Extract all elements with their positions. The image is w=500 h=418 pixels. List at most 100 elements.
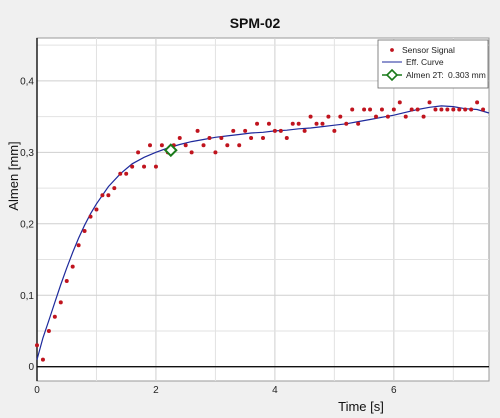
sensor-signal-point — [356, 121, 361, 126]
sensor-signal-point — [183, 143, 188, 148]
y-tick-label: 0,2 — [20, 219, 34, 230]
y-tick-label: 0,3 — [20, 148, 34, 159]
sensor-signal-point — [403, 114, 408, 119]
sensor-signal-point — [308, 114, 313, 119]
sensor-signal-point — [320, 121, 325, 126]
sensor-signal-point — [261, 136, 265, 141]
sensor-signal-point — [159, 143, 164, 148]
sensor-signal-point — [272, 128, 277, 133]
sensor-signal-point — [64, 278, 69, 283]
sensor-signal-point — [397, 100, 402, 105]
sensor-signal-point — [112, 186, 117, 191]
y-tick-label: 0,4 — [20, 76, 34, 87]
sensor-signal-point — [368, 107, 373, 112]
almen-2t-marker — [163, 143, 178, 158]
sensor-signal-point — [76, 243, 81, 248]
sensor-signal-point — [249, 136, 254, 141]
sensor-signal-point — [314, 121, 319, 126]
legend-label-almen: Almen 2T: — [406, 70, 444, 80]
sensor-signal-point — [296, 121, 301, 126]
sensor-signal-point — [374, 114, 378, 119]
legend-swatch-almen-marker — [385, 68, 399, 82]
legend-swatch-sensor-signal — [390, 48, 394, 52]
sensor-signal-point — [213, 150, 218, 155]
y-tick-label: 0,1 — [20, 291, 34, 302]
sensor-signal-point — [362, 107, 367, 112]
tick-labels: 0 2 4 6 0 0,1 0,2 0,3 0,4 — [20, 76, 397, 396]
sensor-signal-point — [385, 114, 390, 119]
sensor-signal-point — [225, 143, 230, 148]
chart-title: SPM-02 — [230, 15, 281, 31]
sensor-signal-point — [124, 171, 129, 176]
sensor-signal-point — [379, 107, 384, 112]
legend-box — [377, 39, 489, 89]
sensor-signal-point — [237, 143, 242, 148]
sensor-signal-point — [326, 114, 331, 119]
legend-label-eff-curve: Eff. Curve — [406, 57, 444, 67]
sensor-signal-point — [106, 193, 111, 198]
x-axis-label: Time [s] — [338, 399, 384, 414]
sensor-signal-point — [421, 114, 426, 119]
plot-area — [36, 37, 490, 382]
sensor-signal-point — [278, 128, 283, 133]
legend: Sensor Signal Eff. Curve Almen 2T: 0.303… — [377, 39, 489, 89]
sensor-signal-point — [344, 121, 349, 126]
x-tick-label: 6 — [391, 385, 397, 396]
sensor-signal-point — [284, 136, 289, 141]
sensor-signal-point — [451, 107, 456, 112]
eff-curve-line — [36, 105, 490, 360]
sensor-signal-point — [266, 121, 271, 126]
sensor-signal-point — [130, 164, 135, 169]
sensor-signal-point — [415, 107, 420, 112]
sensor-signal-point — [52, 314, 57, 319]
sensor-signal-point — [118, 171, 123, 176]
series-layer — [35, 100, 490, 362]
sensor-signal-point — [153, 164, 158, 169]
sensor-signal-point — [290, 121, 295, 126]
sensor-signal-point — [481, 107, 486, 112]
sensor-signal-point — [195, 128, 200, 133]
sensor-signal-point — [427, 100, 432, 105]
sensor-signal-point — [457, 107, 462, 112]
sensor-signal-point — [391, 107, 396, 112]
sensor-signal-point — [445, 107, 450, 112]
sensor-signal-point — [58, 300, 63, 305]
sensor-signal-point — [46, 328, 51, 333]
sensor-signal-point — [136, 150, 141, 155]
sensor-signal-point — [148, 143, 152, 148]
x-tick-label: 2 — [153, 385, 159, 396]
sensor-signal-point — [88, 214, 93, 219]
legend-value-almen: 0.303 mm — [448, 70, 486, 80]
sensor-signal-point — [338, 114, 343, 119]
sensor-signal-point — [231, 128, 236, 133]
sensor-signal-point — [82, 228, 87, 233]
sensor-signal-point — [70, 264, 75, 269]
sensor-signal-point — [409, 107, 414, 112]
sensor-signal-point — [350, 107, 355, 112]
sensor-signal-point — [94, 207, 99, 212]
axes — [36, 38, 489, 381]
legend-label-sensor-signal: Sensor Signal — [402, 45, 455, 55]
sensor-signal-point — [332, 128, 337, 133]
sensor-signal-point — [35, 343, 39, 348]
y-tick-label: 0 — [28, 362, 34, 373]
sensor-signal-point — [189, 150, 194, 155]
sensor-signal-point — [142, 164, 147, 169]
sensor-signal-point — [243, 128, 248, 133]
sensor-signal-point — [177, 136, 182, 141]
sensor-signal-point — [302, 128, 307, 133]
y-axis-label: Almen [mm] — [6, 141, 21, 210]
sensor-signal-point — [201, 143, 206, 148]
x-tick-label: 0 — [34, 385, 40, 396]
sensor-signal-point — [219, 136, 224, 141]
sensor-signal-point — [433, 107, 438, 112]
sensor-signal-point — [100, 193, 105, 198]
sensor-signal-point — [207, 136, 212, 141]
x-tick-label: 4 — [272, 385, 278, 396]
sensor-signal-point — [40, 357, 45, 362]
sensor-signal-point — [463, 107, 468, 112]
sensor-signal-point — [469, 107, 474, 112]
sensor-signal-point — [255, 121, 260, 126]
